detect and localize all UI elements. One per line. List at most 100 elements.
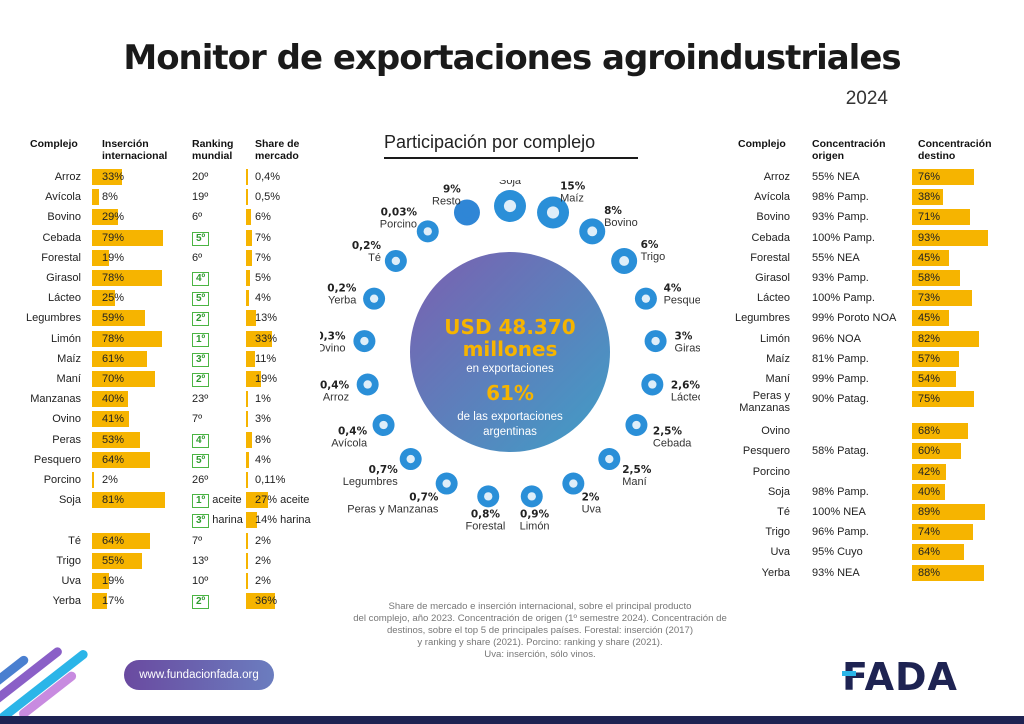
slice-resto: 9%Resto xyxy=(432,183,480,226)
slice-name-label: Cebada xyxy=(653,438,692,450)
row-complejo: Lácteo xyxy=(756,292,790,305)
insercion-bar xyxy=(92,189,100,206)
slice-icon-glyph xyxy=(462,207,472,218)
share-bar xyxy=(246,472,248,488)
right-table-row: Cebada 100% Pamp. 93% xyxy=(700,229,1020,249)
row-complejo: Limón xyxy=(51,332,81,345)
center-caption: en exportaciones xyxy=(466,363,554,375)
origen-value: 100% Pamp. xyxy=(812,231,875,244)
ranking-value: 1º aceite xyxy=(192,491,242,509)
slice-peras-y-manzanas: 0,7%Peras y Manzanas xyxy=(347,472,458,516)
slice-icon-glyph xyxy=(369,294,379,303)
destino-bar xyxy=(912,270,960,286)
share-bar xyxy=(246,532,248,549)
slice-icon-glyph xyxy=(619,256,630,266)
share-value: 7% xyxy=(255,251,271,264)
insercion-bar xyxy=(92,552,142,569)
share-bar xyxy=(246,209,251,226)
right-table-row: Té 100% NEA 89% xyxy=(700,503,1020,523)
destino-value: 58% xyxy=(918,272,941,284)
destino-bar xyxy=(912,189,944,206)
slice-legumbres: 0,7%Legumbres xyxy=(343,448,422,488)
slice-value-label: 0,4% xyxy=(338,426,368,438)
center-share: 61% xyxy=(486,381,534,405)
ranking-value: 5º xyxy=(192,229,210,247)
left-table-row: Forestal 19% 6º 7% xyxy=(0,249,340,267)
row-complejo: Maíz xyxy=(766,352,790,365)
insercion-bar xyxy=(92,411,129,428)
right-header-origen: Concentración origen xyxy=(812,138,886,162)
insercion-value: 25% xyxy=(102,292,125,305)
slice-value-label: 2,5% xyxy=(653,426,683,438)
ranking-value: 20º xyxy=(192,171,209,183)
insercion-bar xyxy=(92,229,164,246)
website-link[interactable]: www.fundacionfada.org xyxy=(124,660,274,690)
ranking-value: 2º xyxy=(192,592,210,610)
insercion-value: 78% xyxy=(102,272,125,284)
slice-avícola: 0,4%Avícola xyxy=(331,414,395,450)
origen-value: 99% Poroto NOA xyxy=(812,312,897,325)
right-table-row: Arroz 55% NEA 76% xyxy=(700,168,1020,188)
share-value: 0,5% xyxy=(255,191,281,204)
origen-value: 99% Pamp. xyxy=(812,373,869,385)
destino-value: 68% xyxy=(918,425,941,438)
insercion-bar xyxy=(92,310,146,327)
left-header-ranking: Ranking mundial xyxy=(192,138,234,162)
slice-value-label: 0,4% xyxy=(320,380,350,392)
destino-bar xyxy=(912,544,965,561)
ranking-value: 13º xyxy=(192,554,209,567)
share-value: 8% xyxy=(255,433,271,446)
row-complejo: Yerba xyxy=(761,566,790,579)
right-table-row: Maní 99% Pamp. 54% xyxy=(700,370,1020,390)
right-table-row: Limón 96% NOA 82% xyxy=(700,330,1020,350)
origen-value: 55% NEA xyxy=(812,251,860,264)
chart-title: Participación por complejo xyxy=(384,132,596,152)
right-header-complejo: Complejo xyxy=(738,138,786,150)
left-table-row: Soja 81% 1º aceite 27% aceite xyxy=(0,491,340,509)
center-share-caption-2: argentinas xyxy=(483,426,537,438)
slice-limón: 0,9%Limón xyxy=(520,485,550,532)
left-table-row: Pesquero 64% 5º 4% xyxy=(0,451,340,469)
ranking-value: 23º xyxy=(192,393,209,406)
slice-icon-glyph xyxy=(442,479,451,488)
slice-té: 0,2%Té xyxy=(352,240,407,272)
footnote-line: del complejo, año 2023. Concentración de… xyxy=(353,613,727,624)
insercion-bar xyxy=(92,451,150,468)
origen-value: 96% Pamp. xyxy=(812,526,869,539)
right-table-row: Ovino 68% xyxy=(700,422,1020,442)
destino-value: 57% xyxy=(918,352,941,365)
insercion-value: 79% xyxy=(102,231,125,244)
ranking-value: 7º xyxy=(192,534,203,547)
page-title: Monitor de exportaciones agroindustriale… xyxy=(123,38,901,78)
insercion-value: 59% xyxy=(102,312,125,325)
ranking-value: 2º xyxy=(192,370,210,388)
insercion-bar xyxy=(92,209,119,226)
slice-value-label: 8% xyxy=(604,205,622,217)
insercion-bar xyxy=(92,249,110,266)
share-bar xyxy=(246,189,248,206)
insercion-bar xyxy=(92,593,108,610)
destino-bar xyxy=(912,371,957,387)
slice-name-label: Maíz xyxy=(560,193,584,205)
share-bar xyxy=(246,512,258,529)
right-table-row: Soja 98% Pamp. 40% xyxy=(700,483,1020,503)
slice-name-label: Maní xyxy=(622,476,646,488)
slice-value-label: 4% xyxy=(664,283,682,295)
row-complejo: Avícola xyxy=(45,191,81,204)
left-table-row: Avícola 8% 19º 0,5% xyxy=(0,188,340,206)
insercion-value: 70% xyxy=(102,373,125,385)
slice-name-label: Forestal xyxy=(466,520,506,532)
left-table-row: Cebada 79% 5º 7% xyxy=(0,229,340,247)
ranking-value: 3º harina xyxy=(192,511,243,529)
share-value: 36% xyxy=(255,595,278,608)
destino-value: 71% xyxy=(918,211,941,224)
insercion-value: 64% xyxy=(102,453,125,466)
slice-value-label: 15% xyxy=(560,181,586,193)
slice-value-label: 2% xyxy=(582,492,600,504)
insercion-value: 8% xyxy=(102,191,118,204)
slice-value-label: 3% xyxy=(675,331,693,343)
right-header-destino: Concentración destino xyxy=(918,138,992,162)
left-table-row: Girasol 78% 4º 5% xyxy=(0,269,340,287)
destino-value: 45% xyxy=(918,251,941,264)
share-bar xyxy=(246,593,275,610)
